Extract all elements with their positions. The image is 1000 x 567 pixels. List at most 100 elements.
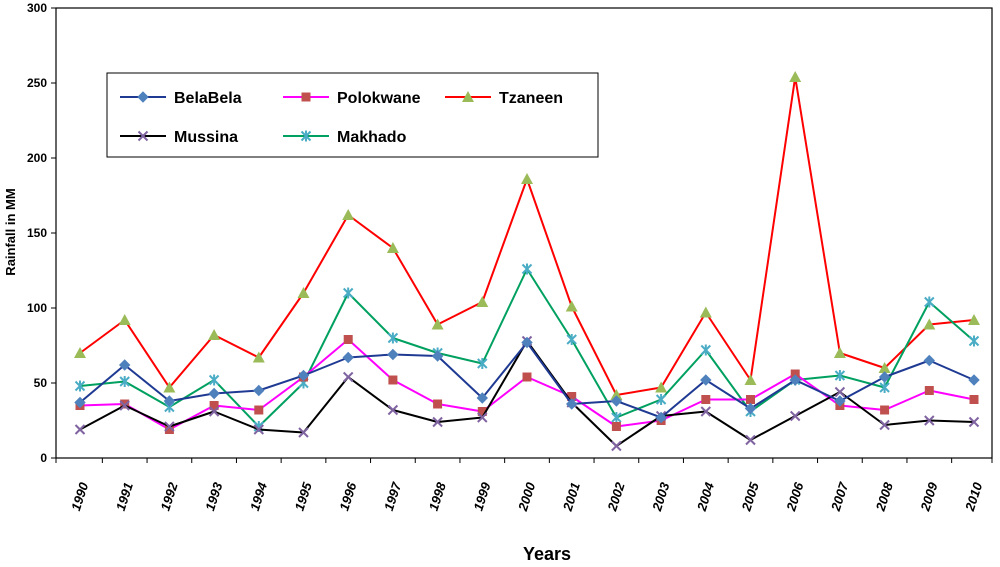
data-point-tzaneen xyxy=(968,314,980,325)
x-marker-stroke xyxy=(298,427,309,438)
x-marker-stroke xyxy=(968,416,980,428)
data-point-belabela xyxy=(476,392,489,404)
square-marker-shape xyxy=(388,375,398,385)
triangle-marker-shape xyxy=(655,381,668,393)
diamond-marker-shape xyxy=(789,374,801,386)
data-point-belabela xyxy=(834,395,846,407)
square-marker-shape xyxy=(611,422,621,431)
diamond-marker-shape xyxy=(476,392,489,404)
data-point-belabela xyxy=(163,395,176,407)
data-point-polokwane xyxy=(254,405,264,415)
data-point-makhado xyxy=(477,358,488,369)
y-tick-label: 100 xyxy=(27,301,47,315)
square-marker-shape xyxy=(164,425,174,434)
x-tick-label: 2006 xyxy=(783,480,807,514)
data-point-tzaneen xyxy=(208,329,221,340)
square-marker-shape xyxy=(343,335,353,344)
x-axis-title: Years xyxy=(523,544,571,564)
x-tick-label: 2000 xyxy=(515,480,539,514)
data-point-polokwane xyxy=(880,405,890,415)
data-point-polokwane xyxy=(433,399,443,409)
x-marker-stroke xyxy=(253,424,265,435)
data-point-makhado xyxy=(342,287,354,299)
x-tick-label: 2008 xyxy=(872,480,896,514)
data-point-belabela xyxy=(923,354,936,367)
x-marker-stroke xyxy=(432,416,443,428)
x-tick-label: 2002 xyxy=(604,480,628,514)
diamond-marker-shape xyxy=(387,348,399,361)
triangle-marker-shape xyxy=(74,347,86,358)
triangle-marker-shape xyxy=(789,71,802,82)
legend-item-tzaneen: Tzaneen xyxy=(445,90,563,107)
x-tick-label: 2007 xyxy=(828,480,852,514)
data-point-tzaneen xyxy=(118,314,131,325)
square-marker-shape xyxy=(254,405,264,415)
data-point-makhado xyxy=(566,334,577,345)
data-point-mussina xyxy=(834,386,846,398)
y-tick-label: 150 xyxy=(27,226,47,240)
legend-marker-belabela xyxy=(137,91,149,103)
data-point-mussina xyxy=(700,406,712,417)
legend-item-belabela: BelaBela xyxy=(120,90,242,107)
y-tick-label: 250 xyxy=(27,76,47,90)
diamond-marker-shape xyxy=(137,91,149,103)
diamond-marker-shape xyxy=(253,384,265,397)
data-point-belabela xyxy=(431,350,444,362)
legend-label: Makhado xyxy=(337,129,407,146)
triangle-marker-shape xyxy=(118,314,131,325)
data-point-mussina xyxy=(342,371,354,383)
data-point-tzaneen xyxy=(699,306,712,318)
square-marker-shape xyxy=(433,399,443,409)
legend-box xyxy=(106,72,599,158)
x-marker-stroke xyxy=(789,410,801,422)
x-marker-stroke xyxy=(119,400,130,411)
legend-label: BelaBela xyxy=(174,90,242,107)
data-point-polokwane xyxy=(477,407,487,416)
diamond-marker-shape xyxy=(565,398,578,410)
square-marker-shape xyxy=(301,92,311,102)
triangle-marker-shape xyxy=(252,351,265,363)
data-point-polokwane xyxy=(120,399,130,409)
data-point-tzaneen xyxy=(342,209,355,220)
data-point-makhado xyxy=(208,374,220,386)
data-point-polokwane xyxy=(209,401,219,410)
diamond-marker-shape xyxy=(208,387,220,400)
data-point-mussina xyxy=(253,424,265,435)
x-marker-stroke xyxy=(611,440,622,452)
data-point-makhado xyxy=(119,376,130,387)
x-tick-label: 1993 xyxy=(202,480,225,513)
data-point-belabela xyxy=(878,371,891,383)
diamond-marker-shape xyxy=(923,354,936,367)
data-point-polokwane xyxy=(790,369,800,379)
data-point-polokwane xyxy=(522,372,532,382)
data-point-belabela xyxy=(565,398,578,410)
data-point-tzaneen xyxy=(610,389,623,400)
series-layer xyxy=(74,71,980,452)
data-point-mussina xyxy=(164,421,175,432)
data-point-belabela xyxy=(521,336,533,349)
triangle-marker-shape xyxy=(923,318,936,330)
square-marker-shape xyxy=(209,401,219,410)
legend-marker-polokwane xyxy=(301,92,311,102)
data-point-polokwane xyxy=(164,425,174,434)
square-marker-shape xyxy=(477,407,487,416)
data-point-tzaneen xyxy=(431,318,444,330)
square-marker-shape xyxy=(746,395,755,404)
y-tick-label: 200 xyxy=(27,151,47,165)
legend-item-mussina: Mussina xyxy=(120,129,238,146)
data-point-belabela xyxy=(253,384,265,397)
data-point-polokwane xyxy=(567,392,577,401)
triangle-marker-shape xyxy=(744,374,757,385)
data-point-mussina xyxy=(387,404,399,416)
square-marker-shape xyxy=(969,395,979,404)
triangle-marker-shape xyxy=(342,209,355,220)
x-marker-stroke xyxy=(477,412,488,423)
axes: 0 50 100 150 200 250 300 1990 1991 1992 1993 1994 19… xyxy=(27,1,993,514)
y-axis-title: Rainfall in MM xyxy=(3,188,18,275)
x-marker-stroke xyxy=(745,434,756,446)
square-marker-shape xyxy=(120,399,130,409)
x-marker-stroke xyxy=(834,386,846,398)
triangle-marker-shape xyxy=(521,173,533,184)
data-point-polokwane xyxy=(746,395,755,404)
triangle-marker-shape xyxy=(297,287,310,298)
